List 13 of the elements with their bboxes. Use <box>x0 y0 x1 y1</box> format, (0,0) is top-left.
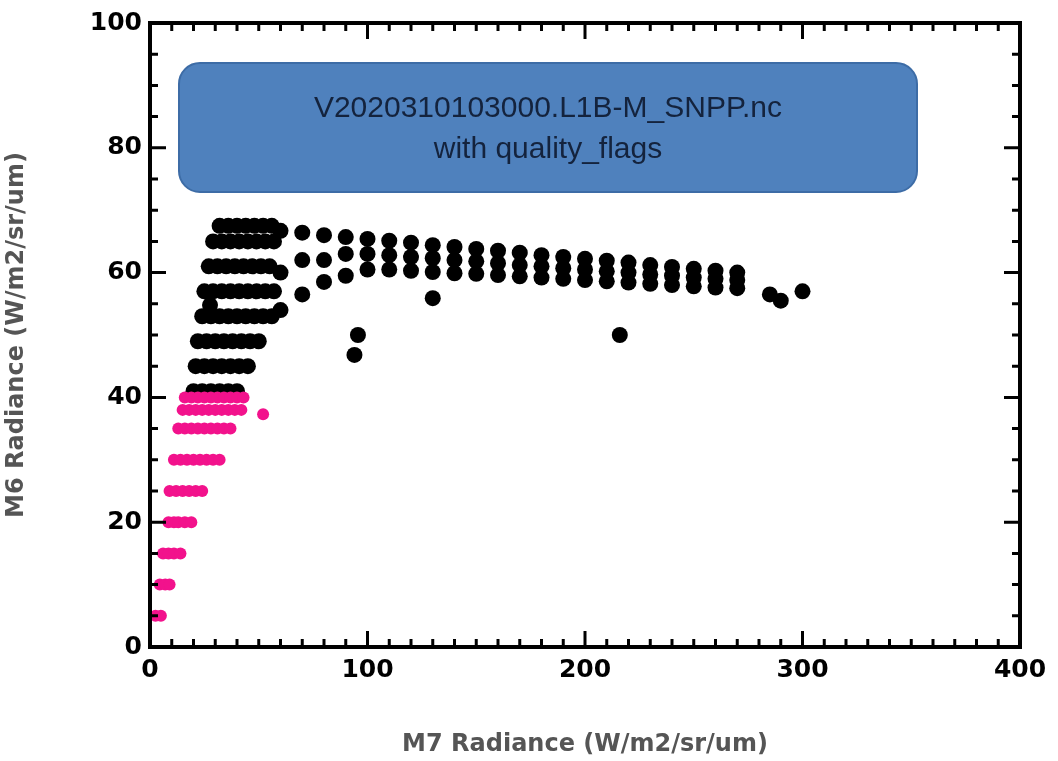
text-box: V2020310103000.L1B-M_SNPP.nc with quality_flags <box>178 62 918 193</box>
x-tick-label: 200 <box>558 653 612 683</box>
y-tick-label: 40 <box>107 380 142 410</box>
y-tick-label: 20 <box>107 505 142 535</box>
y-tick-label: 60 <box>107 256 142 286</box>
y-tick-label: 100 <box>89 6 142 36</box>
y-axis-title: M6 Radiance (W/m2/sr/um) <box>0 152 29 518</box>
x-tick-label: 100 <box>341 653 394 683</box>
x-tick-label: 400 <box>993 653 1047 683</box>
x-axis-title: M7 Radiance (W/m2/sr/um) <box>402 728 768 757</box>
y-tick-label: 0 <box>124 630 142 660</box>
y-tick-label: 80 <box>107 131 142 161</box>
x-tick-label: 300 <box>776 653 829 683</box>
